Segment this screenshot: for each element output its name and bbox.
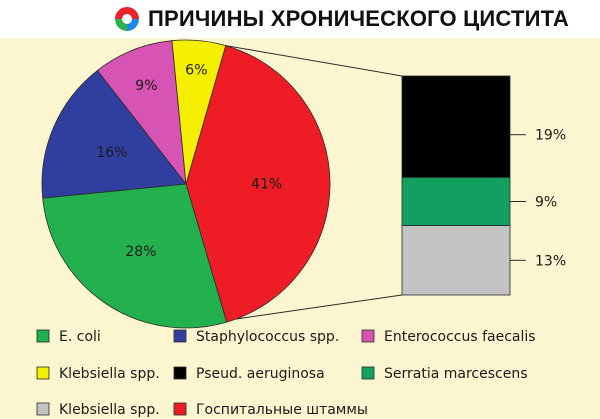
pie-slice-0 — [185, 45, 331, 323]
bar-segment-0 — [401, 75, 511, 178]
legend-label-4: Pseud. aeruginosa — [196, 366, 325, 382]
connector-line-bottom — [236, 294, 403, 320]
legend-swatch-0 — [36, 329, 50, 343]
legend-label-7: Госпитальные штаммы — [196, 402, 368, 418]
connector-line-top — [225, 45, 403, 77]
legend-label-6: Klebsiella spp. — [59, 402, 160, 418]
legend-swatch-5 — [361, 366, 375, 380]
pie-slice-3 — [96, 40, 187, 186]
chart-svg: 41% 28% 16% 9% 6% 19% 9% 13% E. coli Staphyloco… — [36, 39, 566, 418]
pie-slice-4 — [171, 39, 227, 185]
bar-segment-label-0: 19% — [535, 128, 566, 144]
legend-swatch-4 — [173, 366, 187, 380]
legend-swatch-2 — [361, 329, 375, 343]
pie-slice-label-3: 9% — [135, 78, 157, 94]
legend: E. coli Staphylococcus spp. Enterococcus f… — [36, 329, 536, 418]
pie-slice-label-0: 41% — [251, 177, 282, 193]
legend-swatch-7 — [173, 402, 187, 416]
pie-slice-label-4: 6% — [185, 62, 207, 78]
bar-segment-1 — [401, 177, 511, 226]
pie-slice-label-1: 28% — [125, 244, 156, 260]
legend-label-2: Enterococcus faecalis — [384, 329, 536, 345]
pie: 41% 28% 16% 9% 6% — [41, 39, 331, 329]
logo-icon — [115, 7, 139, 31]
legend-swatch-6 — [36, 402, 50, 416]
legend-swatch-1 — [173, 329, 187, 343]
legend-label-3: Klebsiella spp. — [59, 366, 160, 382]
bar-segment-label-2: 13% — [535, 253, 566, 269]
header: ПРИЧИНЫ ХРОНИЧЕСКОГО ЦИСТИТА — [0, 0, 600, 38]
legend-swatch-3 — [36, 366, 50, 380]
bar-segment-2 — [401, 225, 511, 296]
pie-slice-2 — [41, 69, 187, 199]
legend-label-0: E. coli — [59, 329, 101, 345]
pie-slice-1 — [42, 183, 228, 329]
breakdown-bar: 19% 9% 13% — [401, 75, 566, 296]
pie-slice-label-2: 16% — [96, 145, 127, 161]
legend-label-1: Staphylococcus spp. — [196, 329, 339, 345]
legend-label-5: Serratia marcescens — [384, 366, 528, 382]
connector-lines — [225, 45, 403, 320]
chart-title: ПРИЧИНЫ ХРОНИЧЕСКОГО ЦИСТИТА — [148, 6, 569, 31]
bar-segment-label-1: 9% — [535, 195, 557, 211]
